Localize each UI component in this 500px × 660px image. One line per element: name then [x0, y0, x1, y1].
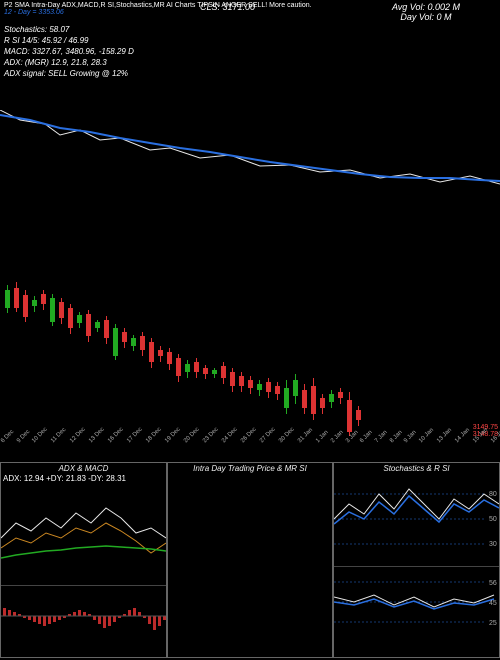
sub1-info: ADX: 12.94 +DY: 21.83 -DY: 28.31	[1, 474, 166, 483]
candlestick-chart	[0, 280, 440, 440]
cls-label: CLS: 3171.00	[200, 2, 255, 12]
sub3-title: Stochastics & R SI	[334, 463, 499, 474]
date-axis: 6 Dec9 Dec10 Dec11 Dec12 Dec13 Dec16 Dec…	[0, 440, 440, 458]
svg-text:25: 25	[489, 620, 497, 627]
stoch-label: Stochastics: 58.07	[4, 24, 134, 35]
subpanels: ADX & MACD ADX: 12.94 +DY: 21.83 -DY: 28…	[0, 462, 500, 658]
adx-signal-label: ADX signal: SELL Growing @ 12%	[4, 68, 134, 79]
avgvol-label: Avg Vol: 0.002 M	[392, 2, 460, 12]
adx-macd-panel: ADX & MACD ADX: 12.94 +DY: 21.83 -DY: 28…	[0, 462, 167, 658]
stoch-rsi-panel: Stochastics & R SI 80 50 30 56 45 25	[333, 462, 500, 658]
dayvol-label: Day Vol: 0 M	[392, 12, 460, 22]
price-scale: 3149.75 3148.78	[440, 280, 500, 440]
intraday-panel: Intra Day Trading Price & MR SI	[167, 462, 333, 658]
svg-text:30: 30	[489, 541, 497, 548]
rsi-label: R SI 14/5: 45.92 / 46.99	[4, 35, 134, 46]
indicators-block: Stochastics: 58.07 R SI 14/5: 45.92 / 46…	[4, 24, 134, 79]
sma-chart	[0, 110, 500, 230]
svg-text:50: 50	[489, 516, 497, 523]
sub1-title: ADX & MACD	[1, 463, 166, 474]
vol-block: Avg Vol: 0.002 M Day Vol: 0 M	[392, 2, 460, 22]
sub2-title: Intra Day Trading Price & MR SI	[168, 463, 332, 474]
svg-text:45: 45	[489, 600, 497, 607]
svg-text:80: 80	[489, 491, 497, 498]
macd-label: MACD: 3327.67, 3480.96, -158.29 D	[4, 46, 134, 57]
adx-label: ADX: (MGR) 12.9, 21.8, 28.3	[4, 57, 134, 68]
svg-text:56: 56	[489, 580, 497, 587]
